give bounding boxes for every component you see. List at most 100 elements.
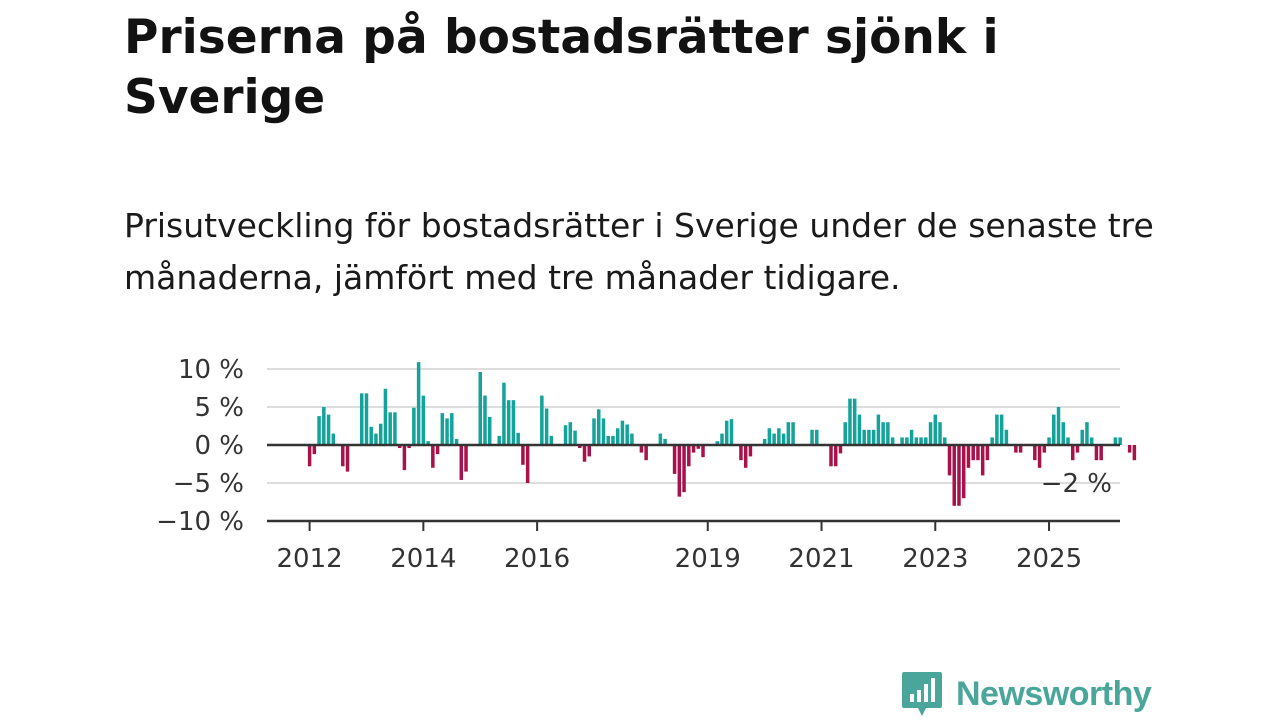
bar <box>412 407 416 445</box>
bar <box>720 433 724 445</box>
bar <box>743 445 748 468</box>
bar <box>1132 445 1137 461</box>
bar <box>435 445 440 455</box>
bar <box>729 419 734 445</box>
bar <box>687 445 691 467</box>
bar <box>1070 445 1075 461</box>
x-tick-label: 2014 <box>390 544 456 574</box>
bar <box>407 445 411 449</box>
bar <box>573 430 577 445</box>
bar <box>359 393 364 445</box>
bar <box>876 414 881 445</box>
bar <box>1037 445 1042 468</box>
bar <box>620 420 625 445</box>
x-tick-label: 2016 <box>504 544 570 574</box>
bar <box>1042 445 1047 453</box>
bar <box>777 428 781 445</box>
bar <box>544 408 549 445</box>
bar <box>952 445 956 506</box>
bar <box>1127 445 1132 453</box>
bar <box>416 362 421 445</box>
bar <box>696 445 701 449</box>
bar <box>1056 407 1061 445</box>
bar <box>483 395 487 445</box>
bar <box>402 445 407 471</box>
bar <box>426 441 430 445</box>
bar <box>843 422 847 445</box>
bar <box>644 445 648 461</box>
chart-title: Priserna på bostadsrätter sjönk i Sverig… <box>124 10 999 125</box>
x-tick-label: 2023 <box>902 544 968 574</box>
bar <box>317 416 321 445</box>
bar <box>445 418 449 445</box>
bar <box>857 414 862 445</box>
bar <box>341 445 345 467</box>
bar <box>772 433 776 445</box>
bar <box>369 426 373 445</box>
bar <box>459 445 464 480</box>
bar <box>625 424 629 445</box>
bar <box>990 437 994 445</box>
bar <box>672 445 677 474</box>
bar <box>767 428 772 445</box>
bar <box>1080 429 1084 445</box>
x-tick-label: 2025 <box>1016 544 1082 574</box>
bar <box>682 445 686 493</box>
bar <box>1118 437 1122 445</box>
bar <box>378 423 383 445</box>
bar <box>1018 445 1023 453</box>
price-change-bar-chart: 10 % 5 % 0 % −5 % −10 % 2012 2014 2016 2019 2021 2… <box>156 355 1137 574</box>
brand-name: Newsworthy <box>956 674 1152 713</box>
bar <box>909 429 914 445</box>
bar <box>886 422 890 445</box>
bar <box>393 412 397 445</box>
bar <box>848 398 852 445</box>
bar <box>810 429 814 445</box>
chart-subtitle: Prisutveckling för bostadsrätter i Sveri… <box>124 206 1154 297</box>
bar <box>563 425 568 445</box>
bar <box>388 412 392 445</box>
bar <box>397 445 402 449</box>
bar <box>312 445 317 455</box>
bar <box>606 435 610 445</box>
bar <box>615 428 620 445</box>
bar <box>938 422 942 445</box>
bar <box>815 429 819 445</box>
bar <box>852 398 857 445</box>
bar <box>578 445 582 449</box>
newsworthy-logo[interactable]: Newsworthy <box>900 668 1152 720</box>
bar <box>516 432 520 445</box>
bar <box>331 433 336 445</box>
bar <box>1004 429 1009 445</box>
bar <box>364 393 369 445</box>
bar <box>440 413 445 445</box>
x-tick-label: 2021 <box>788 544 854 574</box>
bar <box>985 445 990 461</box>
bar <box>549 435 554 445</box>
bar <box>478 372 482 445</box>
last-value-label: −2 % <box>1041 469 1112 499</box>
bar <box>521 445 525 465</box>
bar <box>871 429 876 445</box>
bar <box>781 433 786 445</box>
bar <box>786 422 791 445</box>
bar <box>980 445 985 476</box>
bar <box>502 382 506 445</box>
bar <box>592 418 596 445</box>
bar <box>933 414 938 445</box>
bar <box>383 388 388 445</box>
bar <box>1061 422 1066 445</box>
bar <box>511 400 516 445</box>
bar <box>431 445 435 468</box>
bar <box>724 420 729 445</box>
bar <box>924 437 928 445</box>
bar <box>639 445 644 453</box>
bar <box>862 429 866 445</box>
bar <box>454 438 459 445</box>
bar <box>596 409 601 445</box>
bar <box>1066 437 1070 445</box>
bar <box>971 445 975 461</box>
bar <box>829 445 833 467</box>
bar <box>374 433 378 445</box>
bar <box>905 437 909 445</box>
